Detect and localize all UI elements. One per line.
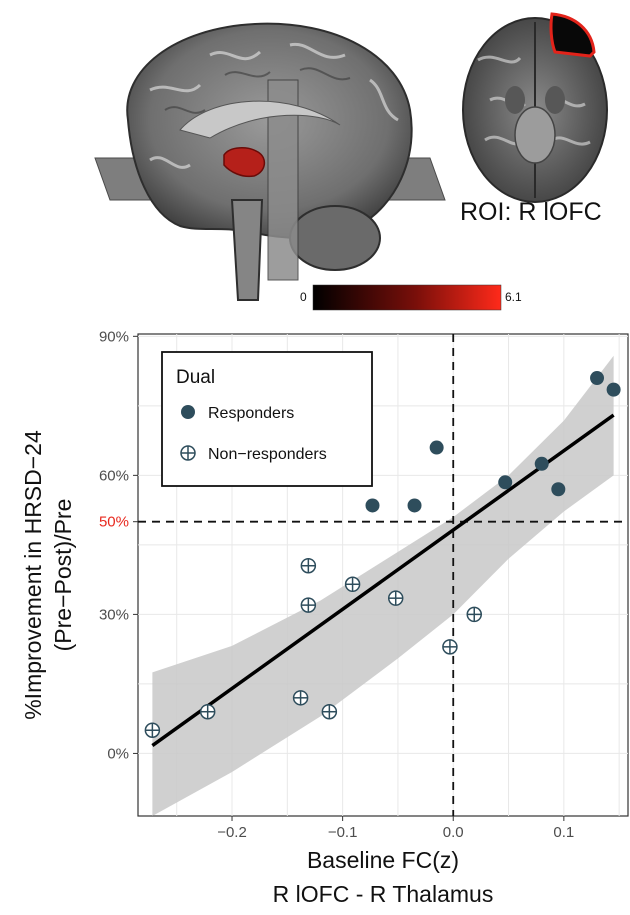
x-tick-label: −0.2 bbox=[217, 824, 247, 841]
legend-responder-marker bbox=[181, 405, 195, 419]
responder-point bbox=[551, 482, 566, 497]
legend-title: Dual bbox=[176, 367, 215, 388]
responder-point bbox=[365, 498, 380, 513]
sagittal-brain-image bbox=[94, 22, 446, 301]
legend-box bbox=[161, 351, 373, 487]
non-responder-point bbox=[442, 639, 458, 655]
y-axis-label-line1: %Improvement in HRSD−24 bbox=[20, 430, 46, 720]
responder-point bbox=[534, 456, 549, 471]
y-tick-label: 0% bbox=[107, 745, 129, 762]
y-tick-label-highlight: 50% bbox=[99, 514, 129, 531]
legend: Dual Responders Non−responders bbox=[161, 351, 373, 487]
non-responder-point bbox=[300, 557, 317, 574]
y-tick-label: 90% bbox=[99, 328, 129, 345]
non-responder-point bbox=[466, 606, 483, 623]
confidence-band bbox=[152, 355, 614, 816]
responder-point bbox=[498, 475, 513, 490]
data-points bbox=[144, 371, 621, 739]
roi-label: ROI: R lOFC bbox=[460, 198, 602, 226]
x-tick-label: 0.0 bbox=[443, 824, 464, 841]
colorbar-max-label: 6.1 bbox=[505, 290, 522, 304]
colorbar bbox=[312, 284, 502, 311]
responder-point bbox=[590, 371, 605, 386]
non-responder-point bbox=[344, 576, 361, 593]
x-axis-label-line1: Baseline FC(z) bbox=[307, 847, 459, 873]
axial-brain-image bbox=[462, 12, 608, 203]
legend-entry-label: Responders bbox=[208, 405, 294, 422]
non-responder-point bbox=[199, 703, 216, 720]
x-axis-label-line2: R lOFC - R Thalamus bbox=[273, 881, 494, 907]
legend-non-responder-marker bbox=[180, 445, 196, 461]
x-tick-label: −0.1 bbox=[328, 824, 358, 841]
axis-ticks: −0.2 −0.1 0.0 0.1 0% 30% 50% 60% 90% bbox=[99, 328, 574, 841]
non-responder-point bbox=[144, 722, 161, 739]
y-tick-label: 60% bbox=[99, 467, 129, 484]
colorbar-gradient bbox=[312, 284, 502, 311]
reference-lines bbox=[138, 334, 628, 816]
responder-point bbox=[407, 498, 422, 513]
confidence-band-group bbox=[152, 355, 614, 816]
responder-point bbox=[606, 382, 621, 397]
y-tick-label: 30% bbox=[99, 606, 129, 623]
y-axis-label-line2: (Pre−Post)/Pre bbox=[50, 499, 76, 652]
non-responder-point bbox=[300, 597, 317, 613]
colorbar-min-label: 0 bbox=[300, 290, 307, 304]
non-responder-point bbox=[292, 690, 309, 706]
non-responder-point bbox=[321, 703, 338, 720]
legend-entry-label: Non−responders bbox=[208, 446, 327, 463]
non-responder-point bbox=[387, 590, 404, 606]
x-tick-label: 0.1 bbox=[553, 824, 574, 841]
regression-line bbox=[151, 413, 615, 747]
responder-point bbox=[429, 440, 444, 455]
fit-line-group bbox=[151, 413, 615, 747]
scatter-chart: −0.2 −0.1 0.0 0.1 0% 30% 50% 60% 90% Dual Respond… bbox=[20, 328, 629, 907]
